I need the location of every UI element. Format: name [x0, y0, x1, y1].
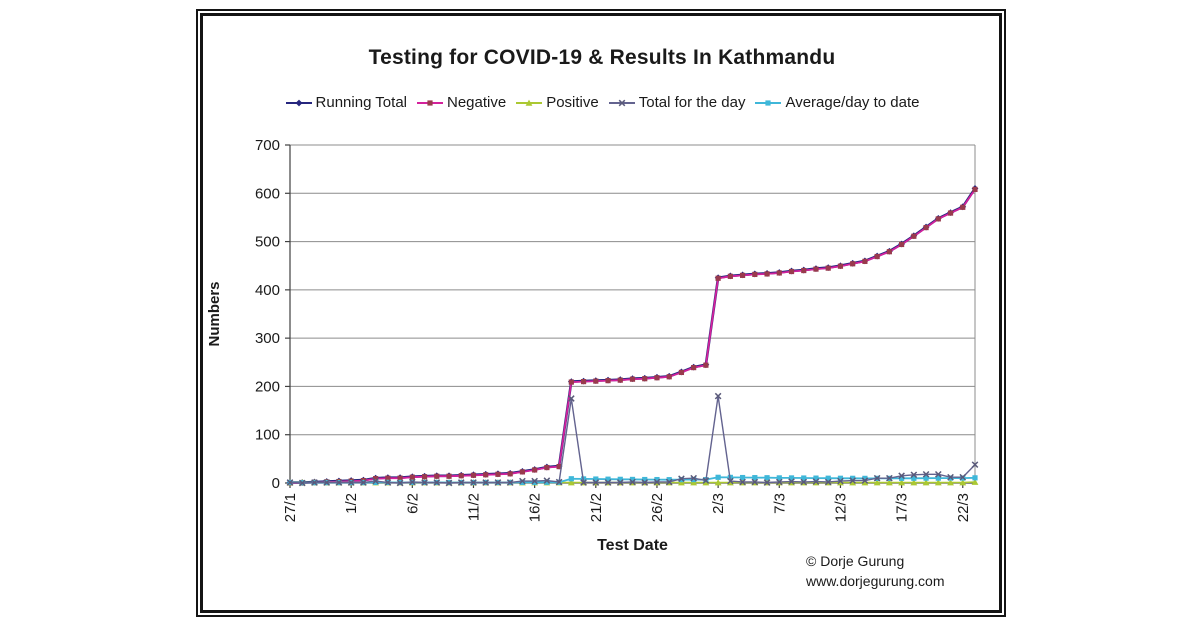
x-tick-label: 7/3: [771, 493, 788, 514]
x-tick-label: 1/2: [343, 493, 360, 514]
legend-item-running_total: Running Total: [285, 94, 407, 111]
y-tick-label: 400: [255, 282, 280, 299]
copyright-text: © Dorje Gurung: [806, 553, 905, 569]
x-tick-label: 22/3: [955, 493, 972, 522]
series-running_total: [286, 185, 979, 486]
legend-item-negative: Negative: [416, 94, 506, 111]
plot-svg: 0 100 200 300 400 500 600 700 27/1 1/2 6/2 11/2 16/2…: [206, 137, 979, 554]
y-tick-label: 0: [272, 475, 280, 492]
x-tick-label: 17/3: [894, 493, 911, 522]
x-tick-label: 16/2: [527, 493, 544, 522]
x-tick-label: 21/2: [588, 493, 605, 522]
y-tick-label: 100: [255, 427, 280, 444]
chart-frame-inner: [200, 13, 1002, 613]
total_for_day-legend-marker-icon: [608, 99, 635, 106]
series-total_for_day: [286, 392, 979, 487]
y-axis-title: Numbers: [206, 281, 223, 346]
x-tick-label: 11/2: [465, 493, 482, 521]
negative-legend-marker-icon: [417, 99, 443, 106]
x-tick-label: 26/2: [649, 493, 666, 522]
running_total-legend-marker-icon: [285, 99, 312, 106]
series-negative: [287, 186, 978, 486]
legend-item-label: Negative: [447, 94, 507, 111]
y-tick-label: 500: [255, 234, 280, 251]
legend-item-label: Average/day to date: [785, 94, 920, 111]
x-tick-label: 12/3: [832, 493, 849, 522]
legend-item-label: Running Total: [315, 94, 407, 111]
plot-area: 0 100 200 300 400 500 600 700 27/1 1/2 6/2 11/2 16/2…: [197, 120, 1003, 568]
legend-item-positive: Positive: [515, 94, 599, 111]
x-tick-label: 2/3: [710, 493, 727, 514]
y-tick-label: 600: [255, 185, 280, 202]
average-legend-marker-icon: [755, 99, 782, 106]
website-url: www.dorjegurung.com: [806, 573, 945, 589]
attribution: © Dorje Gurung www.dorjegurung.com: [806, 551, 945, 591]
legend-item-label: Total for the day: [638, 94, 746, 111]
y-tick-label: 300: [255, 330, 280, 347]
x-tick-label: 6/2: [404, 493, 421, 514]
chart-legend: Running Total Negative Positive Total for t…: [202, 94, 1002, 111]
legend-item-average: Average/day to date: [754, 94, 919, 111]
y-tick-label: 700: [255, 137, 280, 154]
chart-frame: [196, 9, 1006, 617]
legend-item-total_for_day: Total for the day: [608, 94, 746, 111]
positive-legend-marker-icon: [516, 99, 543, 106]
chart-title: Testing for COVID-19 & Results In Kathma…: [368, 46, 836, 69]
legend-item-label: Positive: [546, 94, 599, 111]
x-tick-label: 27/1: [282, 493, 299, 522]
x-axis-title: Test Date: [597, 537, 668, 554]
y-tick-label: 200: [255, 378, 280, 395]
